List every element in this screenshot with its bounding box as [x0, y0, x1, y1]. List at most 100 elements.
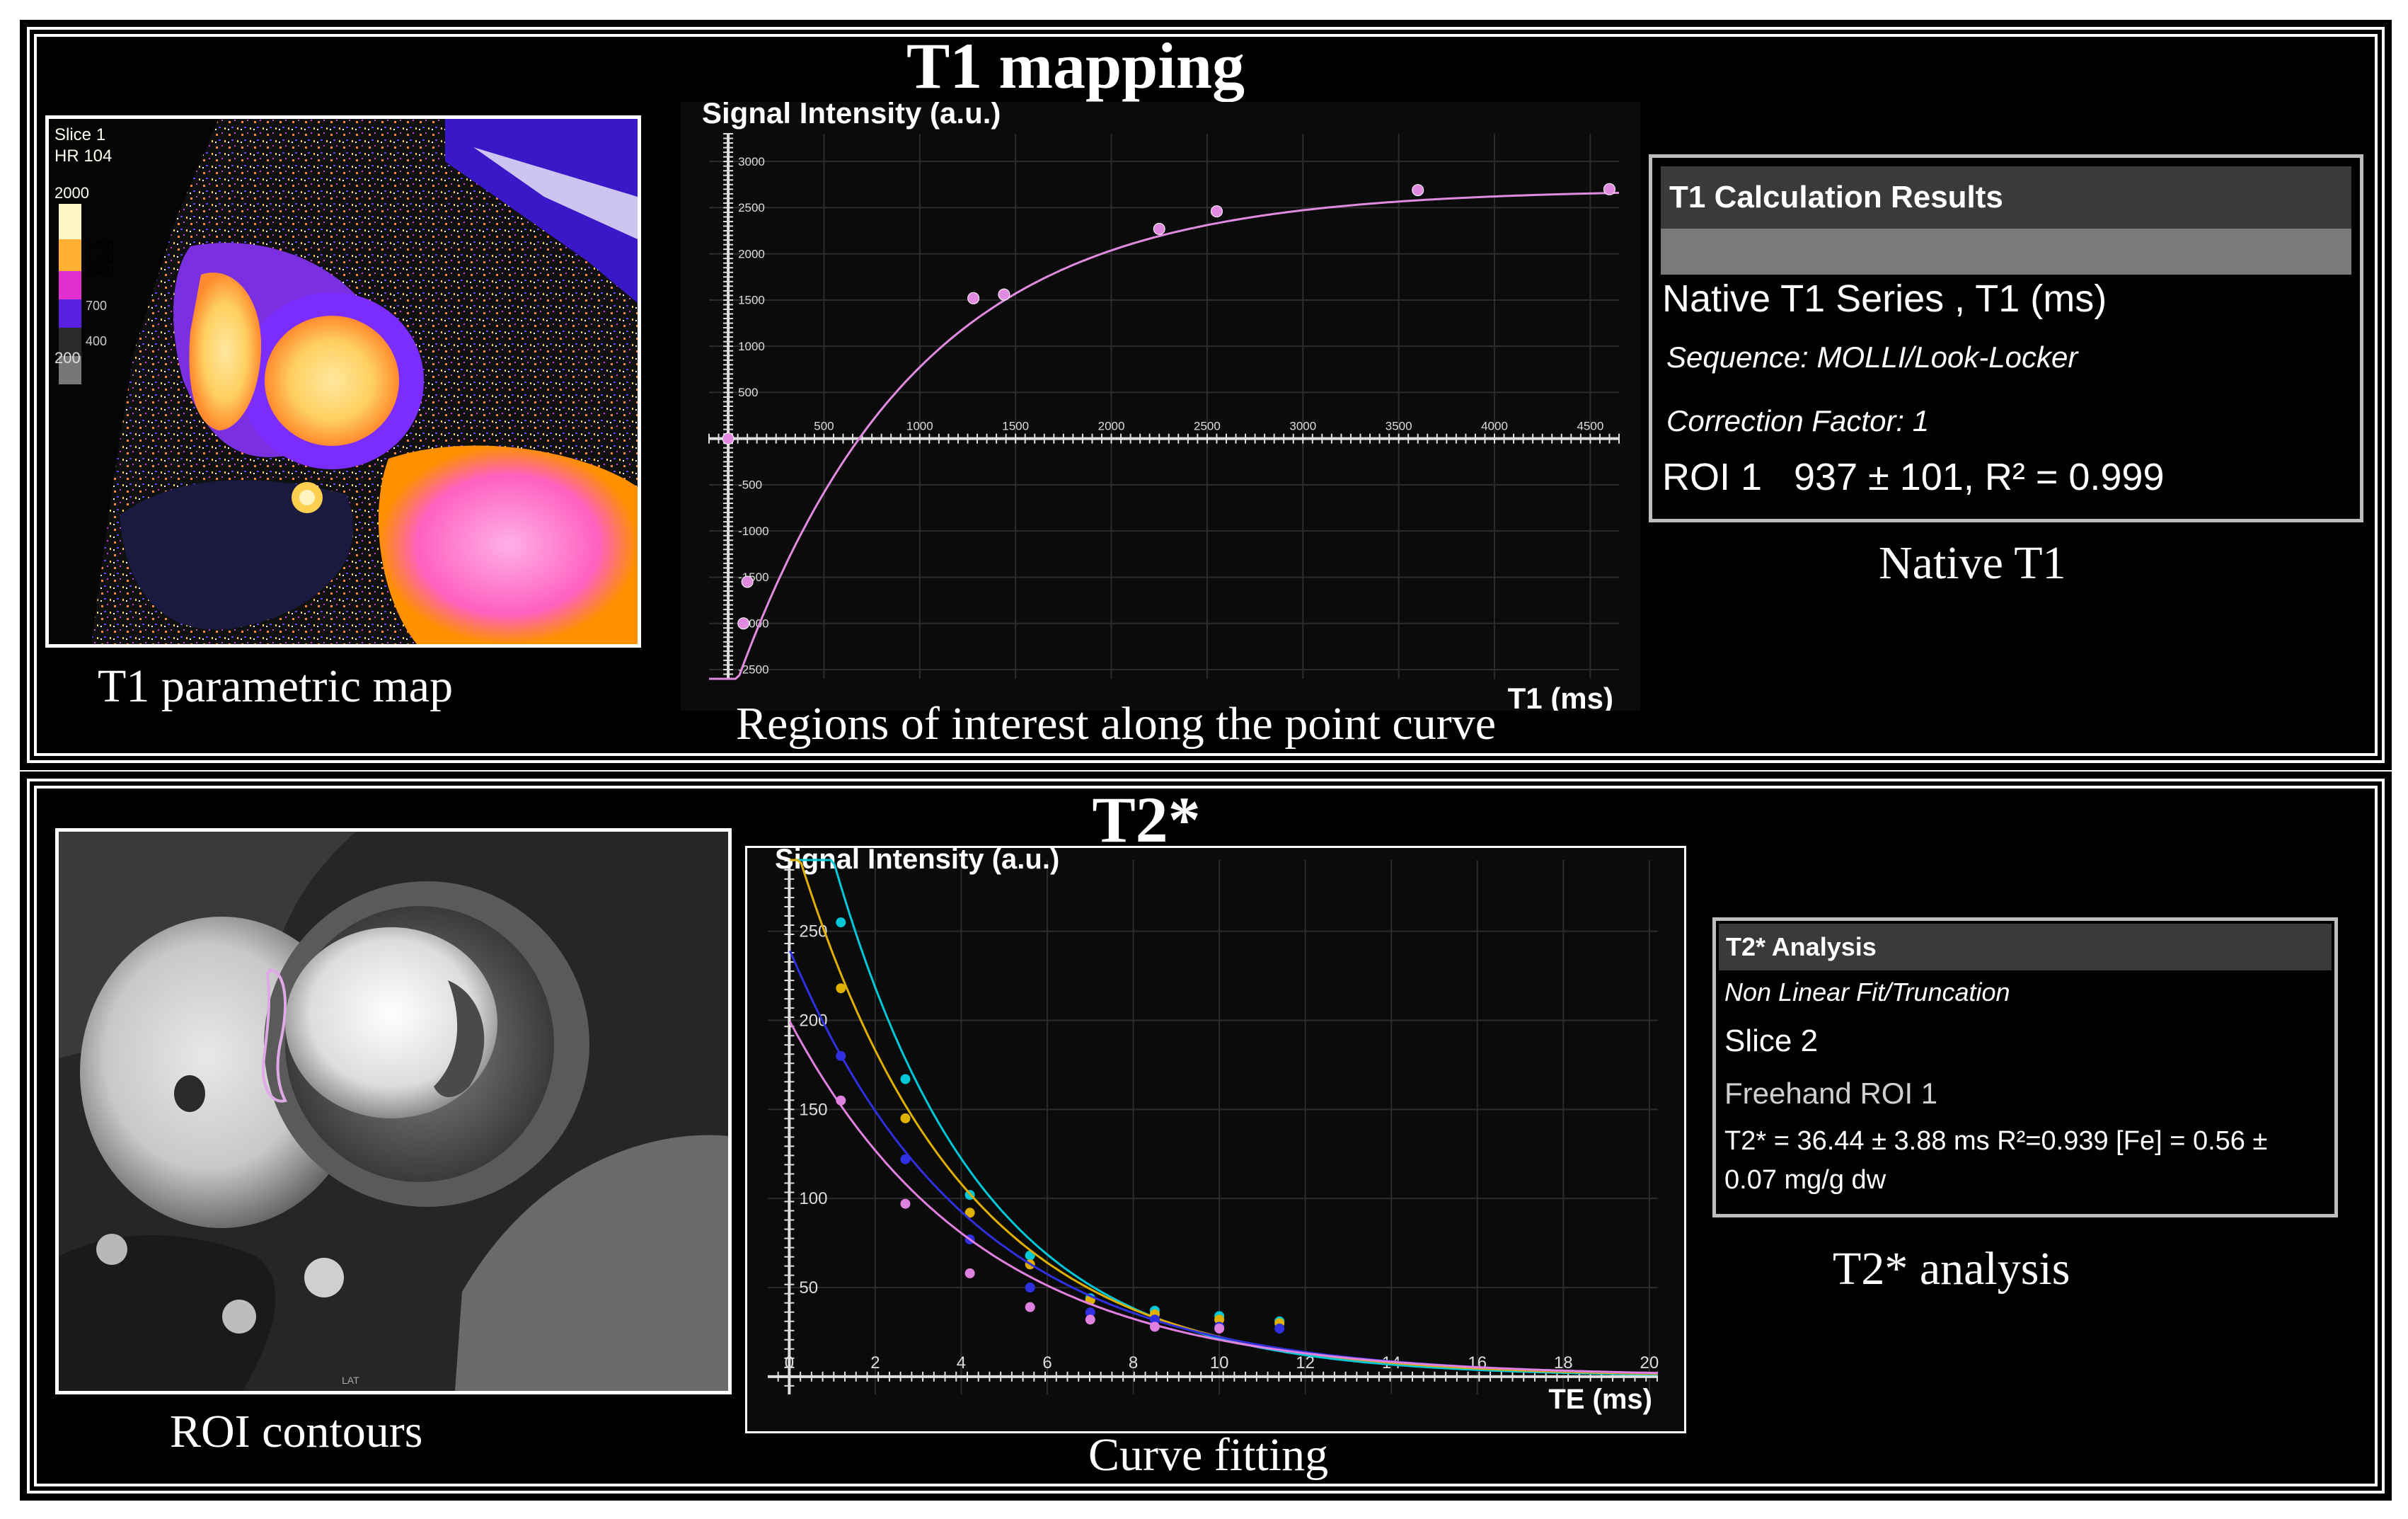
t1-results-roi-label: ROI 1 — [1662, 456, 1763, 498]
y-tick-label: 3000 — [738, 155, 765, 168]
fit-curve-series-1 — [709, 191, 1620, 680]
t2star-results-method: Non Linear Fit/Truncation — [1724, 978, 2010, 1007]
data-point-series-1 — [1603, 183, 1615, 195]
t1-map-label-hr: HR 104 — [54, 147, 112, 166]
data-point-series-1 — [1412, 184, 1424, 197]
data-point-series-3 — [836, 1050, 846, 1061]
y-tick-label: 2000 — [738, 247, 765, 260]
data-point-series-2 — [900, 1113, 911, 1123]
x-tick-label: 20 — [1640, 1353, 1659, 1372]
t1-map-legend-400: 400 — [86, 334, 107, 348]
fit-curve-series-1 — [790, 859, 1659, 1376]
data-point-series-2 — [836, 983, 846, 994]
x-tick-label: 0 — [785, 1353, 794, 1372]
t1-curve-chart: 500 1000 1500 2000 2500 3000 3500 4000 4500 -2500… — [681, 102, 1640, 711]
t2star-title: T2* — [1092, 784, 1201, 856]
x-tick-label: 1000 — [906, 420, 933, 433]
data-point-series-2 — [964, 1208, 975, 1218]
data-point-series-1 — [737, 617, 750, 630]
t1-map-legend-1200: 1200 — [86, 251, 114, 265]
x-tick-label: 2 — [870, 1353, 880, 1372]
y-tick-label: 2500 — [738, 201, 765, 214]
data-point-series-1 — [1153, 222, 1165, 235]
data-point-series-3 — [1025, 1283, 1035, 1292]
t2star-panel-frame — [34, 786, 2378, 1486]
data-point-series-4 — [836, 1095, 846, 1106]
roi-contours-image: LAT — [55, 828, 732, 1394]
data-point-series-4 — [900, 1198, 911, 1209]
x-tick-label: 4500 — [1577, 420, 1603, 433]
t1-results-caption: Native T1 — [1879, 537, 2066, 589]
data-point-series-2 — [1214, 1314, 1225, 1325]
roi-image-graphic: LAT — [59, 832, 728, 1391]
t1-results-correction: Correction Factor: 1 — [1666, 404, 1930, 437]
y-tick-label: 1000 — [738, 340, 765, 353]
chart-background — [745, 846, 1686, 1433]
y-tick-label: -2500 — [738, 663, 768, 677]
x-tick-label: 2500 — [1194, 420, 1221, 433]
t2star-results-slice: Slice 2 — [1724, 1024, 1819, 1058]
roi-image-label: LAT — [342, 1375, 359, 1386]
x-tick-label: 2000 — [1098, 420, 1125, 433]
data-point-series-1 — [722, 432, 735, 445]
t1-panel-frame — [34, 34, 2378, 756]
t1-map-legend-700: 700 — [86, 299, 107, 313]
fit-curve-series-4 — [789, 1021, 1659, 1375]
t2star-results-header: T2* Analysis — [1719, 924, 2332, 970]
data-point-series-4 — [964, 1268, 975, 1278]
t1-results-series: Native T1 Series , T1 (ms) — [1662, 277, 2107, 320]
data-point-series-4 — [1149, 1322, 1160, 1332]
t1-map-caption: T1 parametric map — [98, 660, 454, 712]
data-point-series-4 — [1025, 1302, 1035, 1312]
data-point-series-1 — [741, 575, 754, 588]
data-point-series-4 — [1214, 1323, 1225, 1334]
y-tick-label: 100 — [799, 1189, 827, 1208]
y-tick-label: -1000 — [738, 525, 768, 538]
y-axis-label: Signal Intensity (a.u.) — [702, 102, 1001, 130]
t2star-results-value-1: T2* = 36.44 ± 3.88 ms R²=0.939 [Fe] = 0.… — [1724, 1126, 2268, 1156]
x-axis-label: TE (ms) — [1548, 1384, 1652, 1415]
y-tick-label: 250 — [799, 922, 827, 941]
t1-results-band — [1661, 229, 2351, 275]
y-tick-label: 150 — [799, 1100, 827, 1119]
t2star-results-caption: T2* analysis — [1833, 1243, 2070, 1295]
t1-results-sequence: Sequence: MOLLI/Look-Locker — [1666, 340, 2078, 374]
t1-map-legend-1000: 1000 — [86, 264, 114, 278]
t2star-curve-caption: Curve fitting — [1088, 1429, 1329, 1481]
t1-map-graphic: Slice 1 HR 104 2000 1400 1200 1000 700 4… — [49, 119, 638, 644]
t1-results-header: T1 Calculation Results — [1661, 166, 2351, 229]
y-tick-label: 50 — [799, 1278, 818, 1297]
t1-results-box: T1 Calculation Results Native T1 Series … — [1649, 154, 2363, 522]
t1-map-legend-1400: 1400 — [86, 239, 114, 253]
data-point-series-3 — [1274, 1323, 1285, 1334]
data-point-series-3 — [1085, 1307, 1095, 1318]
x-tick-label: 500 — [814, 420, 834, 433]
t1-map-legend-max: 2000 — [54, 184, 89, 202]
chart-background — [681, 102, 1640, 711]
data-point-series-1 — [1210, 205, 1223, 218]
data-point-series-4 — [1085, 1314, 1095, 1325]
y-tick-label: 500 — [738, 386, 758, 399]
x-tick-label: 4000 — [1481, 420, 1508, 433]
y-tick-label: 1500 — [738, 294, 765, 307]
t2star-results-box: T2* Analysis Non Linear Fit/Truncation S… — [1712, 917, 2338, 1217]
data-point-series-3 — [900, 1154, 911, 1164]
t1-parametric-map: Slice 1 HR 104 2000 1400 1200 1000 700 4… — [45, 115, 641, 648]
x-tick-label: 1500 — [1002, 420, 1029, 433]
data-point-series-1 — [998, 288, 1010, 301]
t1-results-roi-value: 937 ± 101, R² = 0.999 — [1794, 456, 2165, 498]
t1-title: T1 mapping — [906, 30, 1245, 102]
t1-curve-caption: Regions of interest along the point curv… — [736, 698, 1497, 750]
y-tick-label: -500 — [738, 478, 762, 492]
t1-map-label-slice: Slice 1 — [54, 125, 105, 144]
data-point-series-1 — [967, 292, 980, 304]
x-axis-label: T1 (ms) — [1508, 682, 1613, 711]
x-tick-label: 18 — [1554, 1353, 1573, 1372]
roi-contours-caption: ROI contours — [170, 1406, 423, 1457]
x-tick-label: 10 — [1210, 1353, 1229, 1372]
t1-map-legend-min: 200 — [54, 349, 81, 367]
data-point-series-1 — [900, 1074, 911, 1084]
t2star-results-value-2: 0.07 mg/g dw — [1724, 1165, 1886, 1195]
x-tick-label: 3500 — [1386, 420, 1412, 433]
